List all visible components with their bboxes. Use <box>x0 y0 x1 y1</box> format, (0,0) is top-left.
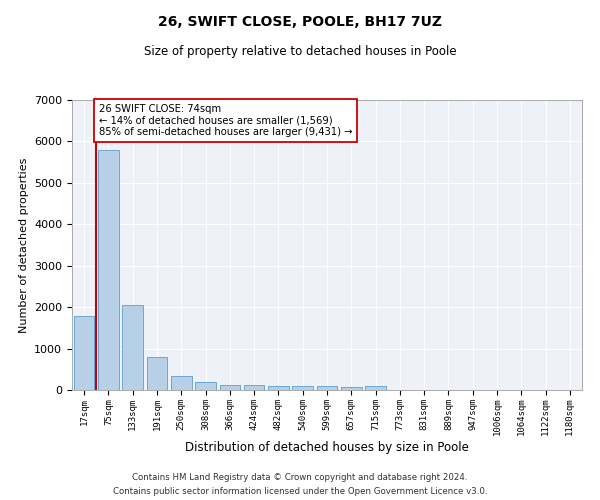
Text: Contains HM Land Registry data © Crown copyright and database right 2024.: Contains HM Land Registry data © Crown c… <box>132 473 468 482</box>
Y-axis label: Number of detached properties: Number of detached properties <box>19 158 29 332</box>
Bar <box>220 385 240 390</box>
Bar <box>98 150 119 390</box>
Text: 26, SWIFT CLOSE, POOLE, BH17 7UZ: 26, SWIFT CLOSE, POOLE, BH17 7UZ <box>158 15 442 29</box>
Bar <box>74 316 94 390</box>
Text: Contains public sector information licensed under the Open Government Licence v3: Contains public sector information licen… <box>113 486 487 496</box>
Bar <box>146 357 167 390</box>
Bar <box>244 386 265 390</box>
Bar <box>341 386 362 390</box>
Text: 26 SWIFT CLOSE: 74sqm
← 14% of detached houses are smaller (1,569)
85% of semi-d: 26 SWIFT CLOSE: 74sqm ← 14% of detached … <box>99 104 352 138</box>
Bar <box>268 386 289 390</box>
Text: Size of property relative to detached houses in Poole: Size of property relative to detached ho… <box>143 45 457 58</box>
Bar <box>292 386 313 390</box>
X-axis label: Distribution of detached houses by size in Poole: Distribution of detached houses by size … <box>185 441 469 454</box>
Bar <box>195 382 216 390</box>
Bar <box>171 376 191 390</box>
Bar <box>317 386 337 390</box>
Bar <box>365 386 386 390</box>
Bar <box>122 304 143 390</box>
